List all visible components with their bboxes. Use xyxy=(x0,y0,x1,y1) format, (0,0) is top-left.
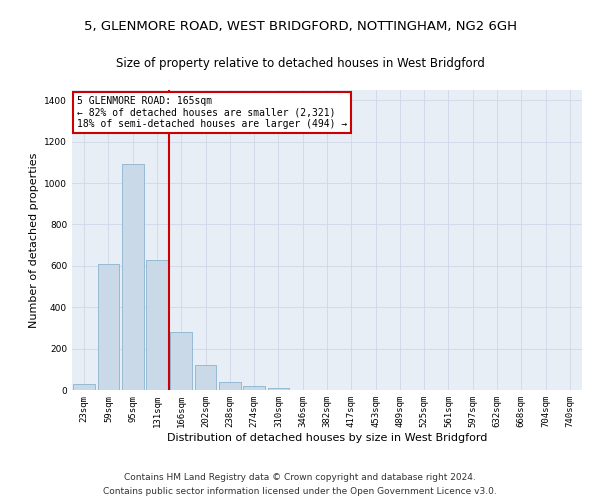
Text: 5 GLENMORE ROAD: 165sqm
← 82% of detached houses are smaller (2,321)
18% of semi: 5 GLENMORE ROAD: 165sqm ← 82% of detache… xyxy=(77,96,347,129)
Bar xyxy=(146,260,168,390)
X-axis label: Distribution of detached houses by size in West Bridgford: Distribution of detached houses by size … xyxy=(167,432,487,442)
Bar xyxy=(243,386,265,390)
Bar xyxy=(97,264,119,390)
Text: Contains public sector information licensed under the Open Government Licence v3: Contains public sector information licen… xyxy=(103,488,497,496)
Bar xyxy=(219,382,241,390)
Y-axis label: Number of detached properties: Number of detached properties xyxy=(29,152,38,328)
Text: Size of property relative to detached houses in West Bridgford: Size of property relative to detached ho… xyxy=(116,58,484,70)
Bar xyxy=(170,332,192,390)
Bar xyxy=(122,164,143,390)
Text: 5, GLENMORE ROAD, WEST BRIDGFORD, NOTTINGHAM, NG2 6GH: 5, GLENMORE ROAD, WEST BRIDGFORD, NOTTIN… xyxy=(83,20,517,33)
Text: Contains HM Land Registry data © Crown copyright and database right 2024.: Contains HM Land Registry data © Crown c… xyxy=(124,472,476,482)
Bar xyxy=(73,384,95,390)
Bar xyxy=(268,388,289,390)
Bar xyxy=(194,365,217,390)
